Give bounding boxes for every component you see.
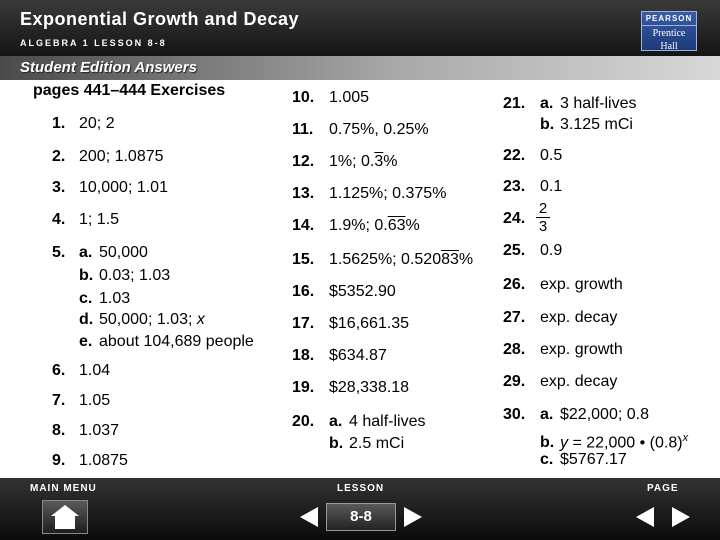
previous-page-icon[interactable] <box>636 507 654 527</box>
exercise-26: 26. exp. growth <box>503 276 623 293</box>
exercise-29: 29. exp. decay <box>503 373 618 390</box>
banner-label: Student Edition Answers <box>20 59 197 76</box>
exercise-13: 13. 1.125%; 0.375% <box>292 185 447 202</box>
exercise-25: 25. 0.9 <box>503 242 563 259</box>
exercise-5: 5. <box>52 244 66 261</box>
repeating-digits: 3 <box>374 153 384 170</box>
exercise-5d: d. 50,000; 1.03; x <box>79 311 205 328</box>
exercise-4: 4. 1; 1.5 <box>52 211 120 228</box>
exercise-7: 7. 1.05 <box>52 392 111 409</box>
exercise-5c: c. 1.03 <box>79 290 131 307</box>
main-menu-button[interactable] <box>42 500 88 534</box>
fraction-bar <box>536 217 550 218</box>
header-bar: Exponential Growth and Decay ALGEBRA 1 L… <box>0 0 720 56</box>
logo-line3: Hall <box>660 41 678 52</box>
exercise-6: 6. 1.04 <box>52 362 111 379</box>
main-menu-label: MAIN MENU <box>30 483 97 494</box>
home-icon <box>51 505 79 529</box>
lesson-label: LESSON <box>337 483 385 494</box>
exercise-5b: b. 0.03; 1.03 <box>79 267 171 284</box>
previous-lesson-icon[interactable] <box>300 507 318 527</box>
exercise-9: 9. 1.0875 <box>52 452 128 469</box>
exercise-20a: a. 4 half-lives <box>329 413 426 430</box>
exercise-27: 27. exp. decay <box>503 309 618 326</box>
lesson-number-button[interactable]: 8-8 <box>326 503 396 531</box>
next-lesson-icon[interactable] <box>404 507 422 527</box>
exercise-16: 16. $5352.90 <box>292 283 396 300</box>
exercise-21b: b. 3.125 mCi <box>540 116 633 133</box>
exercise-30a: a. $22,000; 0.8 <box>540 406 649 423</box>
exercise-5e: e. about 104,689 people <box>79 333 254 350</box>
exercise-23: 23. 0.1 <box>503 178 563 195</box>
pearson-logo: PEARSON Prentice Hall <box>641 11 697 52</box>
exercise-20b: b. 2.5 mCi <box>329 435 405 452</box>
exercise-1: 1. 20; 2 <box>52 115 115 132</box>
exercise-30: 30. <box>503 406 526 423</box>
pages-heading: pages 441–444 Exercises <box>33 82 226 99</box>
exercise-21a: a. 3 half-lives <box>540 95 637 112</box>
exercise-18: 18. $634.87 <box>292 347 387 364</box>
exercise-21: 21. <box>503 95 526 112</box>
repeating-digits: 83 <box>441 251 459 268</box>
exercise-2: 2. 200; 1.0875 <box>52 148 164 165</box>
exercise-24-fraction: 2 3 <box>536 201 550 234</box>
exercise-3: 3. 10,000; 1.01 <box>52 179 168 196</box>
exercise-10: 10. 1.005 <box>292 89 370 106</box>
exercise-30c: c. $5767.17 <box>540 451 627 468</box>
logo-line1: PEARSON <box>642 14 696 26</box>
repeating-digits: 63 <box>387 217 406 234</box>
exercise-5a: a. 50,000 <box>79 244 148 261</box>
exercise-19: 19. $28,338.18 <box>292 379 410 396</box>
exercise-20: 20. <box>292 413 315 430</box>
exercise-8: 8. 1.037 <box>52 422 120 439</box>
lesson-subtitle: ALGEBRA 1 LESSON 8-8 <box>20 38 167 48</box>
exercise-14: 14. 1.9%; 0.63% <box>292 217 420 234</box>
exercise-28: 28. exp. growth <box>503 341 623 358</box>
logo-line2: Prentice <box>652 28 686 39</box>
exercise-17: 17. $16,661.35 <box>292 315 410 332</box>
section-banner: Student Edition Answers <box>0 56 720 80</box>
exercise-22: 22. 0.5 <box>503 147 563 164</box>
exercise-11: 11. 0.75%, 0.25% <box>292 121 429 138</box>
exercise-30b: b. y = 22,000 • (0.8)x <box>540 432 689 452</box>
page-title: Exponential Growth and Decay <box>20 9 300 29</box>
next-page-icon[interactable] <box>672 507 690 527</box>
fraction-denominator: 3 <box>538 218 548 235</box>
exercise-12: 12. 1%; 0.3% <box>292 153 398 170</box>
exercise-24: 24. <box>503 210 526 227</box>
exercise-15: 15. 1.5625%; 0.52083% <box>292 251 474 268</box>
fraction-numerator: 2 <box>538 200 548 217</box>
page-label: PAGE <box>647 483 679 494</box>
